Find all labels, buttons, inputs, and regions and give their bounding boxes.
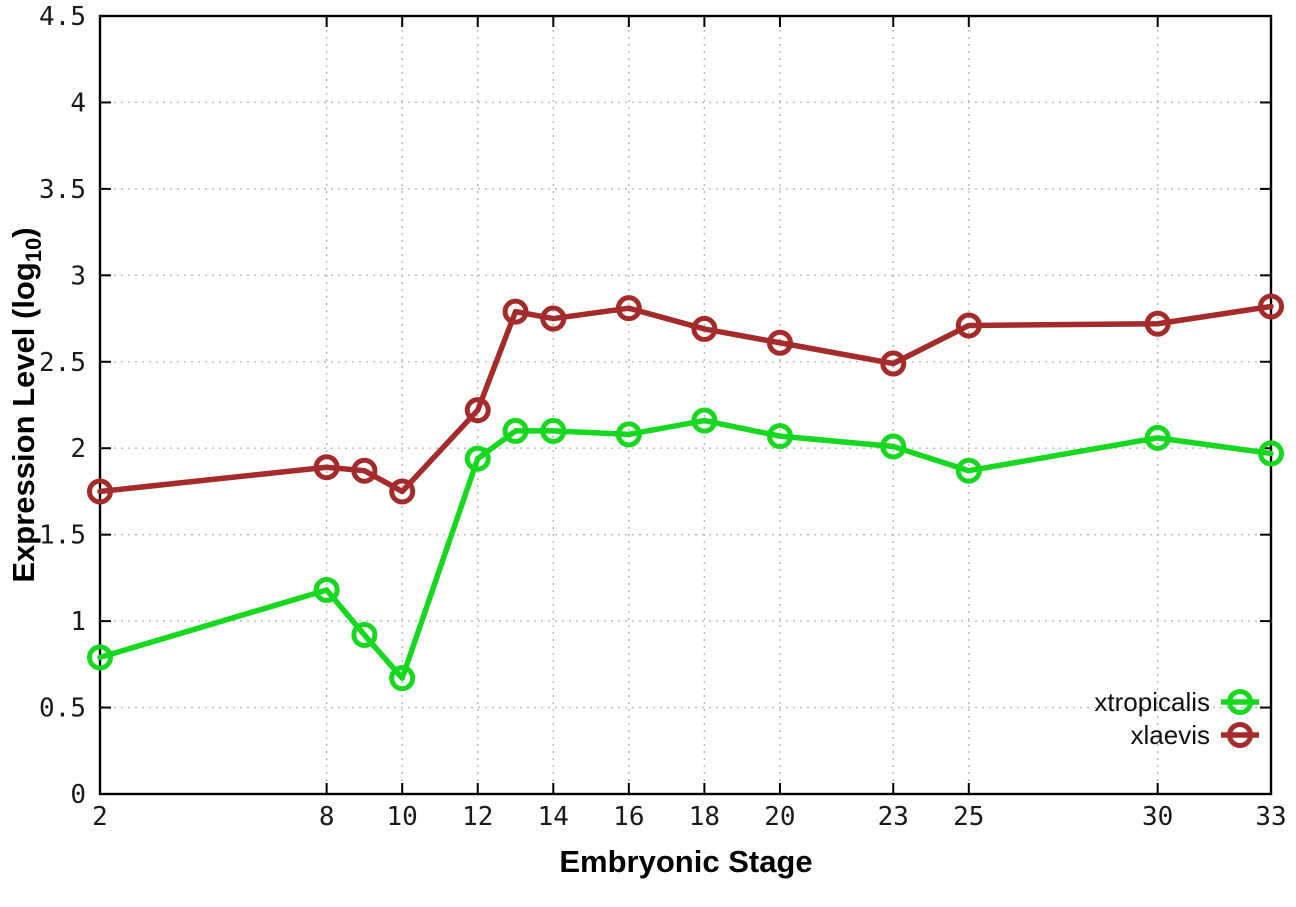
data-point-marker-xlaevis (880, 350, 907, 377)
y-tick-label: 3.5 (39, 175, 86, 205)
data-point-marker-xtropicalis (313, 576, 340, 603)
y-tick-label: 3 (70, 261, 86, 291)
data-point-marker-xtropicalis (464, 445, 491, 472)
data-point-marker-xtropicalis (540, 417, 567, 444)
data-point-marker-xlaevis (615, 295, 642, 322)
y-axis-title-subscript: 10 (21, 238, 46, 262)
data-point-marker-xlaevis (540, 305, 567, 332)
data-point-marker-xlaevis (1144, 310, 1171, 337)
y-tick-label: 0 (70, 780, 86, 810)
tick-labels: 2 8 10 12 14 16 18 20 23 25 30 33 0 0.5 1 1.5 2 2.5 3 3.5 4 4… (39, 2, 1287, 832)
x-axis-title: Embryonic Stage (559, 844, 812, 879)
data-point-marker-xtropicalis (351, 621, 378, 648)
y-axis-title-close: ) (6, 227, 41, 237)
data-point-marker-xlaevis (766, 329, 793, 356)
legend-sample-marker-xlaevis (1227, 722, 1253, 748)
data-point-marker-xlaevis (1258, 293, 1284, 320)
x-tick-label: 10 (387, 802, 418, 832)
data-point-marker-xtropicalis (880, 433, 907, 460)
data-point-marker-xlaevis (464, 397, 491, 424)
data-point-marker-xlaevis (691, 315, 718, 342)
x-tick-label: 8 (319, 802, 335, 832)
legend-samples (1221, 689, 1259, 748)
x-tick-label: 33 (1255, 802, 1286, 832)
y-tick-label: 2.5 (39, 348, 86, 378)
data-point-marker-xlaevis (502, 298, 529, 325)
x-tick-label: 20 (764, 802, 795, 832)
x-tick-label: 14 (538, 802, 569, 832)
y-axis-title-main: Expression Level (log (6, 262, 41, 582)
data-point-marker-xlaevis (87, 478, 113, 505)
series-xtropicalis (87, 407, 1284, 692)
series-line-xtropicalis (97, 417, 1274, 681)
legend-sample-marker-xtropicalis (1227, 689, 1253, 715)
data-point-marker-xtropicalis (691, 407, 718, 434)
data-point-marker-xlaevis (389, 478, 416, 505)
series-layer (87, 293, 1284, 692)
x-tick-label: 18 (689, 802, 720, 832)
data-point-marker-xlaevis (351, 457, 378, 484)
data-point-marker-xtropicalis (502, 417, 529, 444)
data-point-marker-xtropicalis (955, 457, 982, 484)
y-tick-label: 1 (70, 607, 86, 637)
data-point-marker-xlaevis (313, 454, 340, 481)
data-point-marker-xtropicalis (766, 423, 793, 450)
x-tick-label: 25 (953, 802, 984, 832)
plot-border (98, 14, 1273, 796)
series-xlaevis (87, 293, 1284, 505)
data-point-marker-xtropicalis (615, 421, 642, 448)
data-point-marker-xtropicalis (1144, 424, 1171, 451)
x-tick-label: 23 (878, 802, 909, 832)
legend-label-xlaevis: xlaevis (1131, 720, 1210, 750)
y-tick-label: 2 (70, 434, 86, 464)
data-point-marker-xtropicalis (1258, 440, 1284, 467)
x-tick-label: 2 (92, 802, 108, 832)
y-tick-label: 4 (70, 88, 86, 118)
legend-label-xtropicalis: xtropicalis (1094, 687, 1210, 717)
x-tick-label: 12 (462, 802, 493, 832)
y-tick-label: 1.5 (39, 521, 86, 551)
y-tick-label: 4.5 (39, 2, 86, 32)
data-point-marker-xlaevis (955, 312, 982, 339)
x-tick-label: 30 (1142, 802, 1173, 832)
y-axis-title: Expression Level (log10) (6, 227, 46, 582)
y-tick-label: 0.5 (39, 694, 86, 724)
x-tick-label: 16 (613, 802, 644, 832)
legend: xtropicalis xlaevis (1094, 687, 1259, 750)
series-line-xlaevis (97, 303, 1274, 495)
gridlines (100, 16, 1271, 794)
data-point-marker-xtropicalis (87, 644, 113, 671)
data-point-marker-xtropicalis (389, 665, 416, 692)
axis-ticks (99, 15, 1272, 795)
